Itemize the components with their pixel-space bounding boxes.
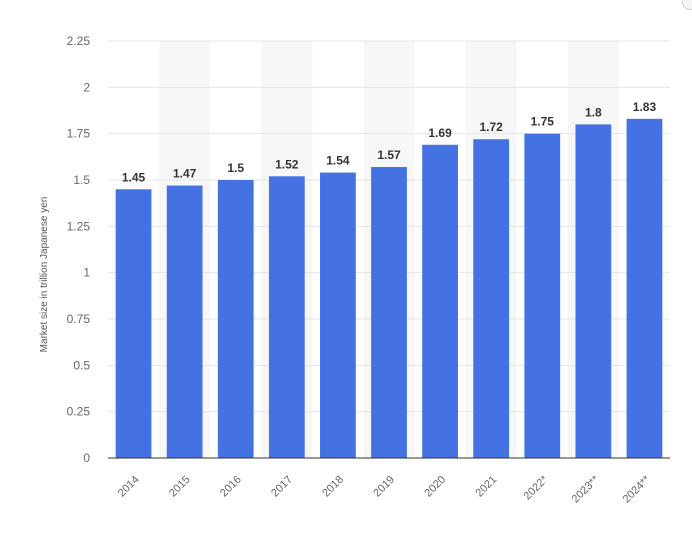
bars: [115, 118, 663, 459]
x-tick-label: 2024**: [621, 473, 653, 505]
bar[interactable]: [371, 167, 407, 458]
bar[interactable]: [422, 144, 458, 458]
bar[interactable]: [217, 180, 254, 458]
x-tick-label: 2018: [320, 474, 346, 500]
x-tick-label: 2023**: [570, 473, 602, 505]
x-tick-label: 2016: [218, 474, 244, 500]
x-tick-label: 2019: [371, 474, 397, 500]
bar[interactable]: [626, 118, 663, 458]
x-tick-label: 2015: [167, 474, 193, 500]
bar[interactable]: [575, 124, 612, 459]
y-axis-title: Market size in trillion Japanese yen: [39, 197, 50, 353]
data-label: 1.8: [585, 105, 602, 119]
data-label: 1.69: [428, 126, 452, 140]
y-tick-label: 1.75: [67, 127, 91, 141]
y-axis-ticks: 0 0.25 0.5 0.75 1 1.25 1.5 1.75 2 2.25: [67, 34, 91, 465]
data-label: 1.45: [122, 170, 146, 184]
y-tick-label: 2.25: [67, 34, 91, 48]
data-label: 1.72: [480, 120, 504, 134]
x-tick-label: 2021: [474, 474, 500, 500]
x-axis-ticks: 2014 2015 2016 2017 2018 2019 2020 2021 2022* 202…: [116, 473, 653, 505]
x-tick-label: 2014: [116, 474, 142, 500]
y-tick-label: 0: [83, 451, 90, 465]
y-tick-label: 0.75: [67, 312, 91, 326]
corner-button-fragment[interactable]: [682, 0, 692, 10]
bar[interactable]: [320, 172, 356, 458]
x-tick-label: 2022*: [522, 473, 551, 502]
y-tick-label: 1: [83, 266, 90, 280]
data-label: 1.54: [326, 154, 350, 168]
x-tick-label: 2017: [269, 474, 295, 500]
data-label: 1.75: [531, 115, 555, 129]
data-label: 1.5: [227, 161, 244, 175]
x-tick-label: 2020: [422, 474, 448, 500]
y-tick-label: 0.5: [73, 358, 90, 372]
data-label: 1.52: [275, 157, 299, 171]
data-label: 1.83: [633, 100, 657, 114]
bar[interactable]: [524, 133, 561, 458]
bar[interactable]: [115, 189, 152, 458]
data-label: 1.47: [173, 167, 197, 181]
data-labels: 1.45 1.47 1.5 1.52 1.54 1.57 1.69 1.72 1.75 1.8 1.…: [122, 100, 657, 184]
y-tick-label: 1.5: [73, 173, 90, 187]
bar[interactable]: [268, 176, 305, 458]
y-tick-label: 1.25: [67, 219, 91, 233]
data-label: 1.57: [377, 148, 401, 162]
bar[interactable]: [473, 139, 510, 458]
y-tick-label: 0.25: [67, 405, 91, 419]
bar[interactable]: [166, 185, 203, 458]
y-tick-label: 2: [83, 80, 90, 94]
